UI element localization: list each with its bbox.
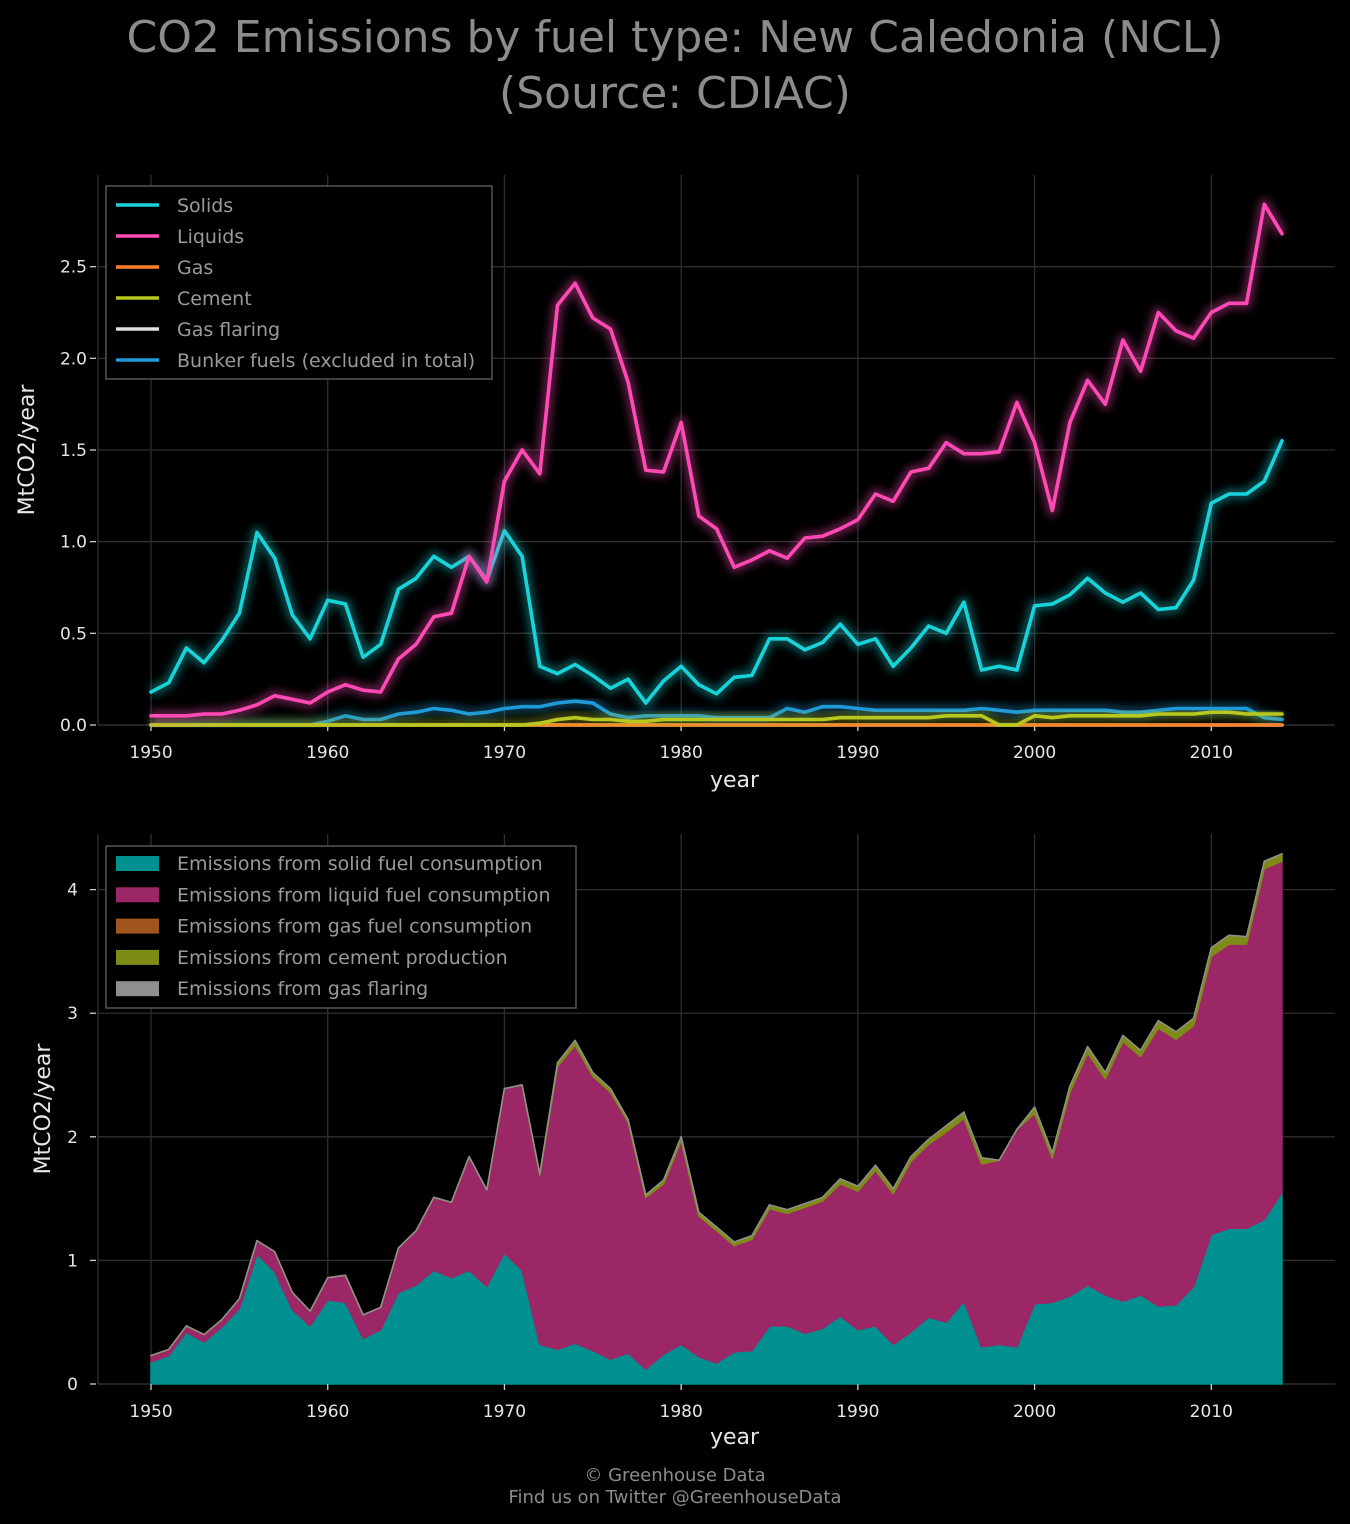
x-tick-label: 1960 [306, 743, 349, 763]
legend-swatch [116, 856, 159, 871]
x-tick-label: 1950 [129, 1402, 172, 1422]
x-tick-label: 2010 [1190, 743, 1233, 763]
legend-label: Solids [177, 195, 233, 217]
legend-item: Liquids [116, 226, 244, 248]
legend-label: Gas [177, 257, 213, 279]
legend-item: Bunker fuels (excluded in total) [116, 350, 475, 372]
y-tick-label: 1.0 [60, 533, 87, 553]
y-axis-label: MtCO2/year [15, 384, 40, 516]
x-tick-label: 1990 [836, 743, 879, 763]
series-line [149, 710, 1284, 727]
x-tick-label: 1960 [306, 1402, 349, 1422]
footer-twitter: Find us on Twitter @GreenhouseData [508, 1487, 842, 1508]
legend-label: Emissions from gas fuel consumption [177, 916, 532, 938]
y-tick-label: 1 [67, 1251, 78, 1271]
legend-label: Emissions from solid fuel consumption [177, 853, 543, 875]
legend-item: Cement [116, 288, 252, 310]
series-cement [149, 706, 1284, 731]
legend-label: Emissions from cement production [177, 947, 508, 969]
series-solids [148, 438, 1288, 709]
ticks: 1950 1960 1970 1980 1990 2000 2010 0.0 0.5 1.0 1.5… [60, 258, 1233, 763]
x-tick-label: 1980 [660, 1402, 703, 1422]
chart-title: CO2 Emissions by fuel type: New Caledoni… [0, 10, 1350, 122]
x-tick-label: 2010 [1190, 1402, 1233, 1422]
legend-label: Liquids [177, 226, 244, 248]
legend-label: Emissions from gas flaring [177, 978, 428, 1000]
y-tick-label: 3 [67, 1004, 78, 1024]
x-tick-label: 2000 [1013, 743, 1056, 763]
ticks: 1950 1960 1970 1980 1990 2000 2010 0 1 2 3 4 [67, 881, 1233, 1422]
legend-item: Gas flaring [116, 319, 280, 341]
y-tick-label: 2 [67, 1128, 78, 1148]
legend-item: Emissions from cement production [116, 947, 508, 969]
chart-title-line1: CO2 Emissions by fuel type: New Caledoni… [126, 12, 1224, 63]
y-axis-label: MtCO2/year [31, 1043, 56, 1175]
x-axis-label: year [710, 768, 760, 793]
x-tick-label: 2000 [1013, 1402, 1056, 1422]
legend-swatch [116, 887, 159, 903]
area-emissions-from-gas-flaring [150, 853, 1283, 1357]
series-liquids [149, 198, 1288, 722]
y-tick-label: 0 [67, 1375, 78, 1395]
legend-swatch [116, 949, 159, 965]
y-tick-label: 0.0 [60, 716, 87, 736]
legend: Solids Liquids Gas Cement Gas flaring Bunker … [105, 185, 493, 380]
x-tick-label: 1950 [129, 743, 172, 763]
legend-item: Emissions from solid fuel consumption [116, 853, 543, 875]
legend-item: Solids [116, 195, 233, 217]
footer: © Greenhouse Data Find us on Twitter @Gr… [0, 1465, 1350, 1509]
legend-label: Cement [177, 288, 252, 310]
y-tick-label: 0.5 [60, 624, 87, 644]
series-line [149, 202, 1284, 718]
legend-item: Emissions from liquid fuel consumption [116, 884, 551, 906]
legend-frame [105, 845, 577, 1009]
x-tick-label: 1970 [483, 743, 526, 763]
x-axis-label: year [710, 1425, 760, 1450]
x-tick-label: 1970 [483, 1402, 526, 1422]
y-tick-label: 2.0 [60, 349, 87, 369]
legend: Emissions from solid fuel consumption Emi… [105, 845, 577, 1009]
chart-title-line2: (Source: CDIAC) [499, 68, 851, 119]
legend-label: Bunker fuels (excluded in total) [177, 350, 475, 372]
series-line [149, 438, 1284, 705]
legend-item: Gas [116, 257, 213, 279]
legend-label: Gas flaring [177, 319, 280, 341]
legend-label: Emissions from liquid fuel consumption [177, 884, 551, 906]
footer-credit: © Greenhouse Data [584, 1465, 766, 1486]
legend-item: Emissions from gas flaring [116, 978, 428, 1000]
areas [150, 853, 1283, 1385]
line-chart: 1950 1960 1970 1980 1990 2000 2010 0.0 0.5 1.0 1.5… [15, 175, 1335, 793]
y-tick-label: 1.5 [60, 441, 87, 461]
legend-swatch [116, 981, 159, 997]
x-tick-label: 1980 [660, 743, 703, 763]
y-tick-label: 4 [67, 881, 78, 901]
x-tick-label: 1990 [836, 1402, 879, 1422]
legend-swatch [116, 918, 159, 934]
legend-item: Emissions from gas fuel consumption [116, 916, 532, 938]
legend-frame [105, 185, 493, 380]
y-tick-label: 2.5 [60, 258, 87, 278]
